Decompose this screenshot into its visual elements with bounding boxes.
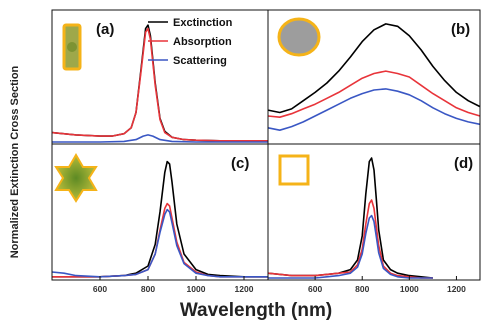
panel-d: 600 800 1000 1200 (d) bbox=[267, 143, 481, 294]
x-tick-label-c-600: 600 bbox=[93, 284, 107, 294]
panel-d-frame bbox=[267, 143, 481, 281]
series-line-b-absorption bbox=[267, 70, 481, 118]
square-frame-particle-icon bbox=[278, 154, 310, 186]
series-line-a-absorption bbox=[51, 27, 268, 142]
x-tick-label-c-1200: 1200 bbox=[235, 284, 254, 294]
series-line-a-scattering bbox=[52, 134, 268, 143]
x-tick-label-c-800: 800 bbox=[141, 284, 155, 294]
star-particle-icon bbox=[54, 153, 98, 203]
legend: Exctinction Absorption Scattering bbox=[148, 17, 233, 67]
x-axis-label: Wavelength (nm) bbox=[180, 300, 332, 321]
panel-d-label: (d) bbox=[454, 155, 473, 172]
panel-b: (b) bbox=[267, 9, 481, 145]
sphere-particle-icon bbox=[277, 17, 321, 57]
legend-label-absorption: Absorption bbox=[173, 36, 232, 48]
series-line-d-scattering bbox=[268, 214, 433, 279]
panel-a-label: (a) bbox=[96, 21, 114, 38]
series-line-b-scattering bbox=[267, 88, 481, 131]
panel-c-label: (c) bbox=[231, 155, 249, 172]
series-line-b-exctinction bbox=[267, 23, 481, 114]
panel-c: 600 800 1000 1200 (c) bbox=[51, 143, 269, 294]
series-line-c-scattering bbox=[51, 208, 268, 278]
rod-particle-core bbox=[67, 42, 77, 52]
x-tick-label-d-600: 600 bbox=[308, 284, 322, 294]
x-tick-label-d-1000: 1000 bbox=[400, 284, 419, 294]
panel-b-label: (b) bbox=[451, 21, 470, 38]
panel-a: (a) Exctinction Absorption Scattering bbox=[51, 9, 269, 145]
x-tick-label-d-1200: 1200 bbox=[447, 284, 466, 294]
legend-label-extinction: Exctinction bbox=[173, 17, 233, 29]
series-line-d-absorption bbox=[267, 199, 433, 279]
x-tick-label-d-800: 800 bbox=[355, 284, 369, 294]
legend-label-scattering: Scattering bbox=[173, 55, 227, 67]
series-line-d-exctinction bbox=[267, 157, 433, 279]
x-tick-label-c-1000: 1000 bbox=[187, 284, 206, 294]
y-axis-label: Normalized Extinction Cross Section bbox=[9, 65, 21, 258]
series-line-a-exctinction bbox=[51, 24, 268, 142]
panel-a-frame bbox=[51, 9, 269, 145]
